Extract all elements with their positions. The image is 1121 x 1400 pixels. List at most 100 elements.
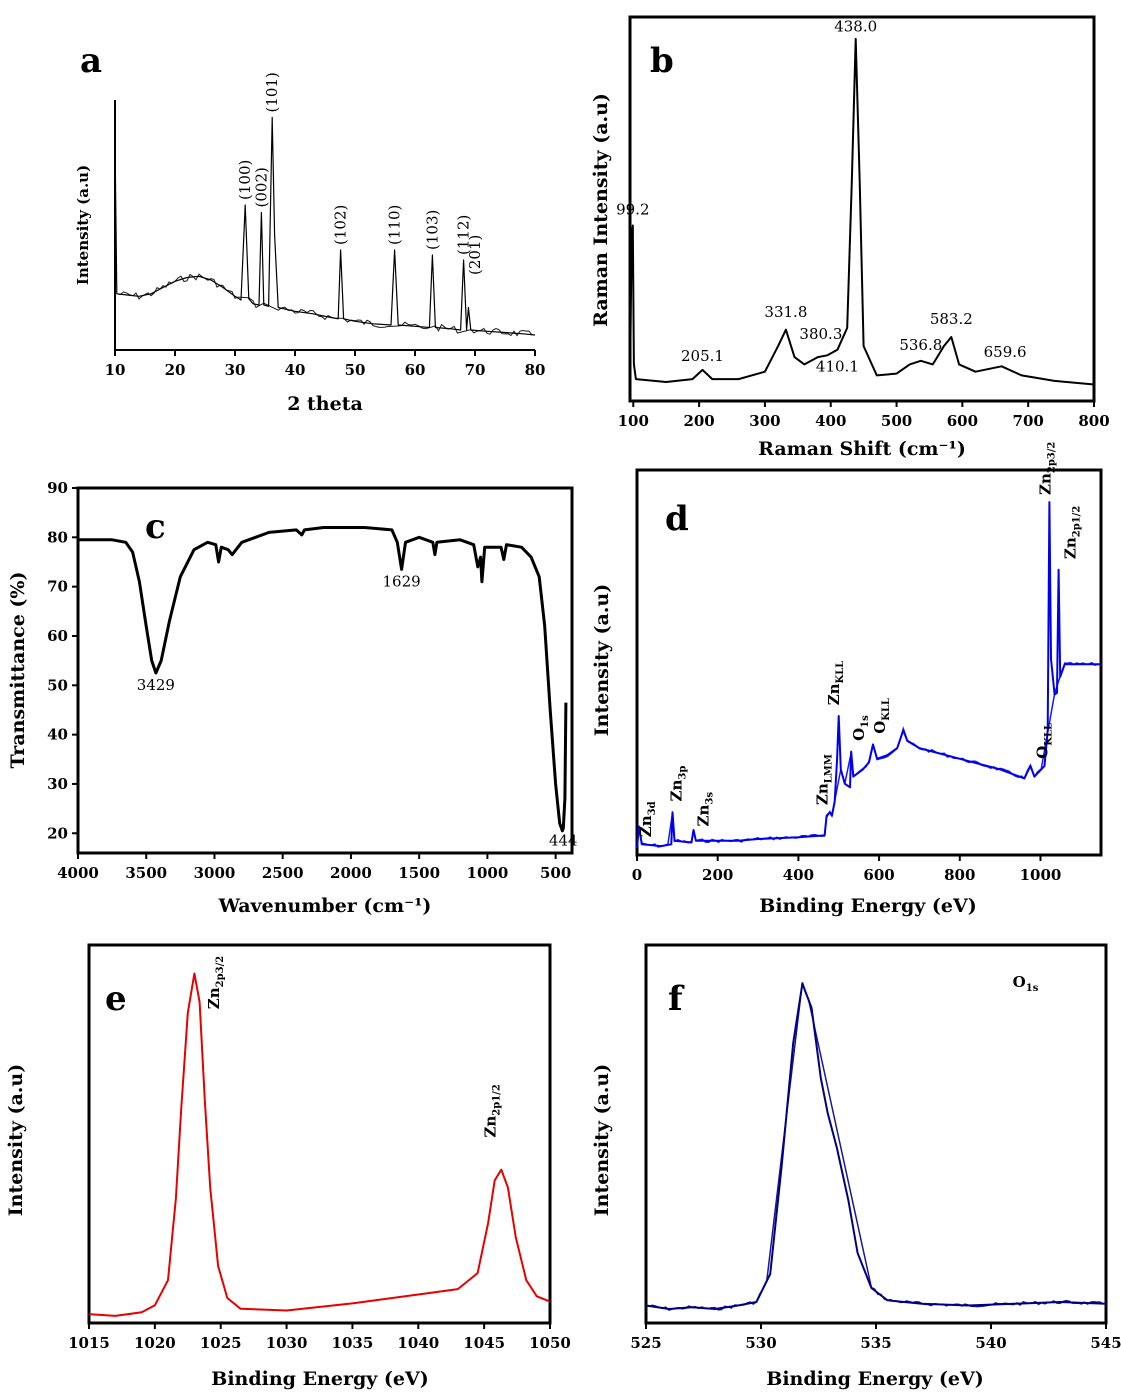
peak-label-subscript: 2p3/2	[1046, 442, 1057, 474]
panel-d-x-tick-label: 400	[783, 866, 814, 884]
panel-a-peak-label: (102)	[332, 205, 350, 245]
panel-e-peak-label: Zn2p3/2	[205, 956, 226, 1009]
panel-a-peak-label: (103)	[423, 210, 441, 250]
panel-c-letter: c	[145, 507, 166, 547]
peak-label-main: (002)	[252, 167, 270, 207]
panel-c-x-tick-label: 1000	[467, 864, 509, 882]
panel-c-y-axis-label: Transmittance (%)	[7, 572, 29, 769]
panel-c-y-tick-label: 70	[47, 578, 68, 596]
panel-f-x-tick-label: 535	[860, 1334, 891, 1352]
panel-a-x-tick-label: 60	[405, 361, 426, 379]
peak-label-subscript: KLL	[835, 661, 846, 684]
panel-f-o1s-chart: f 525 530 535 540 545 O1s Binding Energy (eV…	[591, 943, 1121, 1390]
panel-d-peak-label: OKLL	[1034, 723, 1055, 759]
panel-b-x-tick-label: 200	[683, 412, 714, 430]
peak-label-main: 536.8	[899, 336, 942, 354]
panel-e-y-axis-label: Intensity (a.u)	[5, 1064, 27, 1216]
panel-b-x-tick-label: 400	[815, 412, 846, 430]
peak-label-main: Zn	[1036, 473, 1054, 495]
panel-c-x-tick-label: 2000	[330, 864, 372, 882]
panel-b-peak-label: 410.1	[816, 358, 859, 376]
panel-e-letter: e	[105, 979, 127, 1019]
peak-label-main: O	[1013, 973, 1026, 991]
panel-b-x-tick-label: 300	[749, 412, 780, 430]
panel-e-x-tick-label: 1015	[68, 1334, 110, 1352]
panel-d-x-tick-label: 600	[863, 866, 894, 884]
panel-e-x-tick-label: 1025	[200, 1334, 242, 1352]
panel-d-x-tick-label: 200	[702, 866, 733, 884]
panel-b-y-axis-label: Raman Intensity (a.u)	[590, 93, 612, 327]
peak-label-main: 331.8	[764, 303, 807, 321]
panel-d-peak-label: Zn3s	[695, 792, 716, 827]
peak-label-main: 99.2	[616, 201, 649, 219]
panel-b-peak-label: 583.2	[930, 310, 973, 328]
panel-a-x-tick-label: 50	[345, 361, 366, 379]
panel-c-peak-label: 444	[549, 832, 578, 850]
panel-a-x-axis-label: 2 theta	[287, 393, 363, 415]
panel-e-x-tick-label: 1030	[266, 1334, 308, 1352]
panel-b-x-tick-label: 600	[947, 412, 978, 430]
peak-label-main: 205.1	[681, 347, 724, 365]
panel-d-x-axis-label: Binding Energy (eV)	[759, 895, 976, 917]
peak-label-subscript: KLL	[881, 698, 892, 721]
panel-c-x-tick-label: 2500	[262, 864, 304, 882]
peak-label-subscript: 3p	[678, 766, 689, 780]
peak-label-main: Zn	[1062, 537, 1080, 559]
panel-d-peak-label: OKLL	[871, 698, 892, 734]
panel-d-peak-label: Zn2p1/2	[1062, 506, 1083, 559]
panel-d-frame	[635, 468, 1103, 857]
panel-d-y-axis-label: Intensity (a.u)	[591, 584, 613, 736]
panel-d-noise-trace	[636, 661, 1099, 848]
panel-c-x-axis-label: Wavenumber (cm⁻¹)	[218, 895, 432, 917]
peak-label-subscript: KLL	[1044, 723, 1055, 746]
panel-a-series-line	[114, 116, 536, 336]
panel-e-frame	[87, 943, 552, 1325]
panel-d-letter: d	[665, 499, 689, 539]
panel-b-peak-label: 99.2	[616, 201, 649, 219]
panel-b-peak-label: 536.8	[899, 336, 942, 354]
panel-a-peak-label: (112)	[455, 215, 473, 255]
peak-label-subscript: 3s	[705, 792, 716, 805]
panel-e-x-tick-label: 1050	[529, 1334, 571, 1352]
panel-b-peak-label: 205.1	[681, 347, 724, 365]
peak-label-main: Zn	[825, 683, 843, 705]
panel-e-series-line	[88, 972, 551, 1317]
panel-f-series-line	[645, 982, 1107, 1310]
panel-d-x-tick-label: 1000	[1020, 866, 1062, 884]
panel-c-y-tick-label: 50	[47, 676, 68, 694]
peak-label-main: Zn	[695, 805, 713, 827]
panel-f-x-tick-label: 525	[630, 1334, 661, 1352]
panel-d-x-tick-label: 800	[944, 866, 975, 884]
panel-e-x-tick-label: 1035	[332, 1334, 374, 1352]
panel-b-x-tick-label: 700	[1013, 412, 1044, 430]
panel-c-x-tick-label: 4000	[57, 864, 99, 882]
peak-label-subscript: 1s	[1026, 983, 1039, 994]
peak-label-main: (102)	[332, 205, 350, 245]
panel-c-peak-label: 3429	[137, 676, 175, 694]
panel-f-letter: f	[668, 979, 685, 1019]
panel-b-peak-label: 380.3	[799, 325, 842, 343]
peak-label-main: Zn	[637, 815, 655, 837]
peak-label-main: O	[850, 728, 868, 741]
panel-c-ftir-chart: c 4000 3500 3000 2500 2000 1500 1000 500 20 30 40 5…	[7, 479, 578, 917]
panel-c-x-tick-label: 3500	[125, 864, 167, 882]
peak-label-main: 1629	[383, 573, 421, 591]
panel-a-x-tick-label: 70	[465, 361, 486, 379]
panel-c-x-tick-label: 500	[540, 864, 571, 882]
peak-label-main: (103)	[423, 210, 441, 250]
peak-label-main: 410.1	[816, 358, 859, 376]
peak-label-subscript: LMM	[824, 754, 835, 783]
panel-a-peak-label: (201)	[466, 235, 484, 275]
panel-d-peak-label: ZnLMM	[814, 754, 835, 805]
panel-b-peak-label: 438.0	[834, 18, 877, 36]
peak-label-main: 438.0	[834, 18, 877, 36]
peak-label-main: (201)	[466, 235, 484, 275]
panel-f-x-tick-label: 545	[1090, 1334, 1121, 1352]
peak-label-main: (112)	[455, 215, 473, 255]
panel-b-x-tick-label: 800	[1078, 412, 1109, 430]
panel-b-peak-label: 659.6	[984, 343, 1027, 361]
panel-c-y-tick-label: 80	[47, 528, 68, 546]
panel-a-peak-label: (002)	[252, 167, 270, 207]
peak-label-main: Zn	[668, 780, 686, 802]
